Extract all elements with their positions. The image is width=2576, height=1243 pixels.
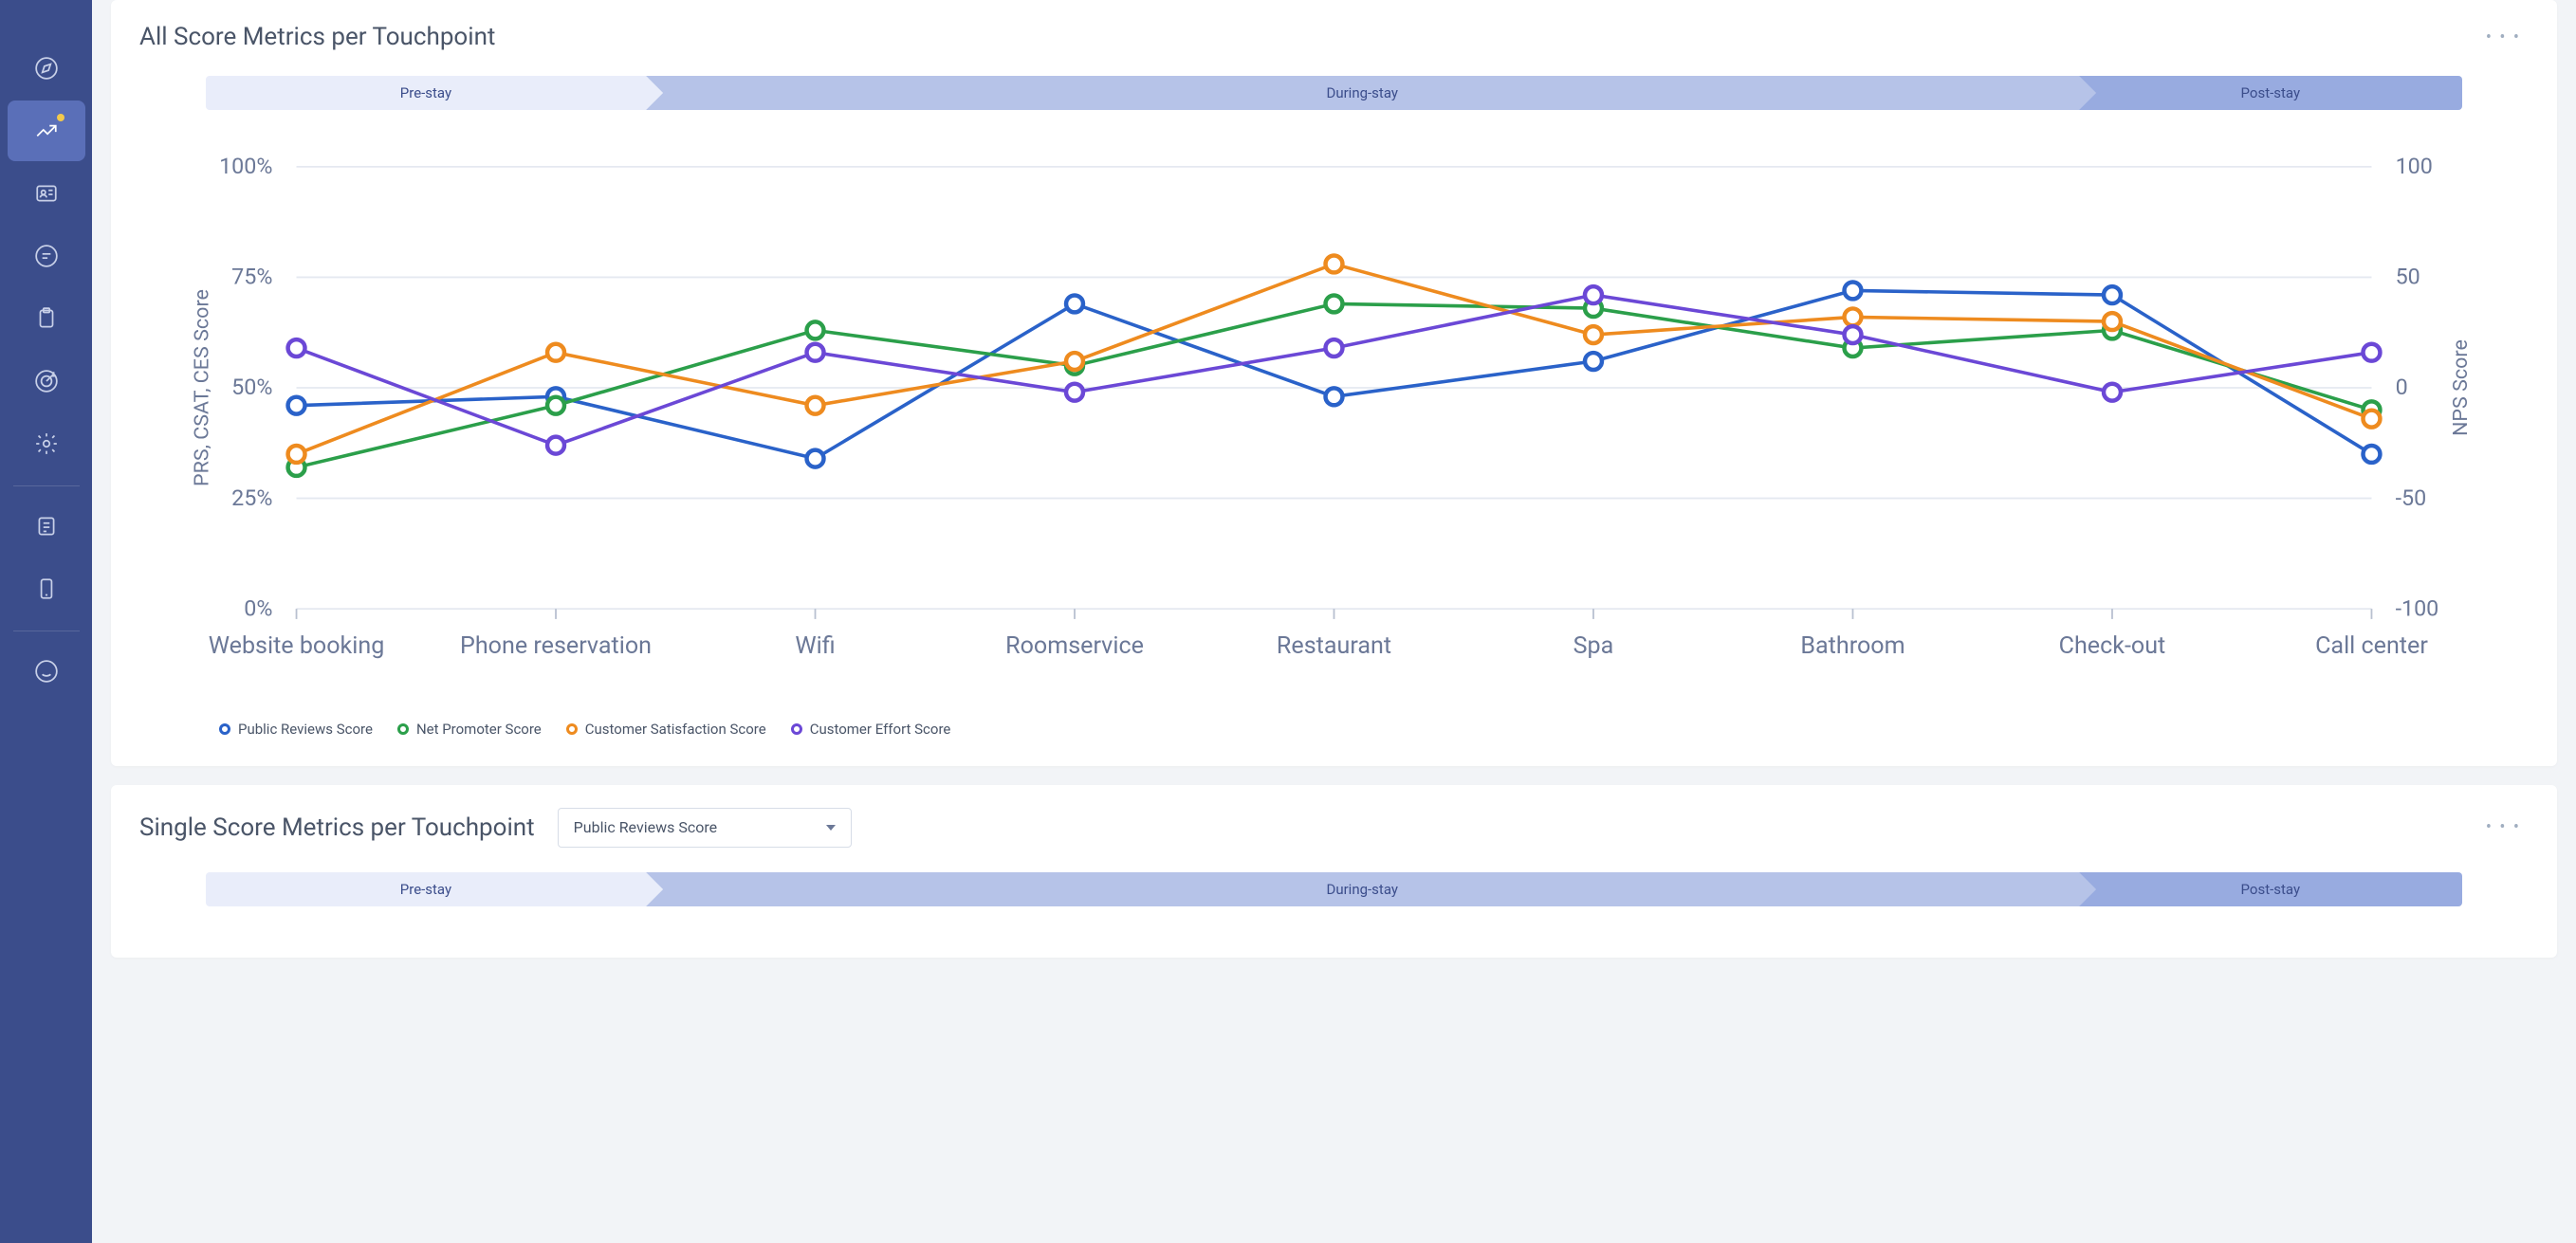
panel-more-btn[interactable]: • • • bbox=[2478, 813, 2529, 841]
svg-text:0%: 0% bbox=[244, 594, 272, 621]
svg-text:50: 50 bbox=[2396, 264, 2420, 290]
legend-marker bbox=[566, 723, 578, 735]
journey-pre-stay[interactable]: Pre-stay bbox=[206, 76, 646, 110]
nav-notes[interactable] bbox=[8, 496, 85, 557]
journey-label: During-stay bbox=[1326, 84, 1398, 101]
main-content: All Score Metrics per Touchpoint • • • P… bbox=[92, 0, 2576, 1243]
svg-text:Restaurant: Restaurant bbox=[1277, 632, 1391, 660]
chevron-down-icon bbox=[826, 825, 836, 831]
legend-item[interactable]: Public Reviews Score bbox=[219, 721, 373, 738]
id-card-icon bbox=[34, 181, 59, 206]
notes-icon bbox=[34, 514, 59, 539]
analytics-icon bbox=[34, 119, 59, 143]
svg-text:0: 0 bbox=[2396, 374, 2408, 400]
svg-text:Bathroom: Bathroom bbox=[1800, 632, 1904, 660]
svg-text:Wifi: Wifi bbox=[795, 632, 835, 660]
svg-text:Spa: Spa bbox=[1573, 632, 1614, 660]
nav-feedback[interactable] bbox=[8, 226, 85, 286]
journey-label: During-stay bbox=[1326, 881, 1398, 898]
nav-mobile[interactable] bbox=[8, 558, 85, 619]
legend-item[interactable]: Customer Satisfaction Score bbox=[566, 721, 766, 738]
panel-header: Single Score Metrics per Touchpoint Publ… bbox=[139, 808, 2529, 848]
legend-label: Customer Satisfaction Score bbox=[585, 721, 766, 738]
svg-text:25%: 25% bbox=[231, 484, 272, 511]
journey-during-stay[interactable]: During-stay bbox=[646, 872, 2079, 906]
nav-explore[interactable] bbox=[8, 38, 85, 99]
nav-goals[interactable] bbox=[8, 351, 85, 411]
panel-title: Single Score Metrics per Touchpoint bbox=[139, 813, 535, 842]
compass-icon bbox=[34, 56, 59, 81]
legend-label: Net Promoter Score bbox=[416, 721, 542, 738]
journey-label: Post-stay bbox=[2241, 881, 2301, 898]
panel-header: All Score Metrics per Touchpoint • • • bbox=[139, 23, 2529, 51]
journey-stages: Pre-stay During-stay Post-stay bbox=[206, 872, 2462, 906]
nav-settings[interactable] bbox=[8, 413, 85, 474]
legend-label: Customer Effort Score bbox=[810, 721, 951, 738]
journey-post-stay[interactable]: Post-stay bbox=[2079, 872, 2462, 906]
notify-dot bbox=[57, 114, 64, 121]
svg-text:Call center: Call center bbox=[2315, 632, 2428, 660]
svg-text:PRS, CSAT, CES Score: PRS, CSAT, CES Score bbox=[190, 289, 213, 486]
clipboard-icon bbox=[34, 306, 59, 331]
journey-post-stay[interactable]: Post-stay bbox=[2079, 76, 2462, 110]
journey-pre-stay[interactable]: Pre-stay bbox=[206, 872, 646, 906]
legend-marker bbox=[397, 723, 409, 735]
nav-analytics[interactable] bbox=[8, 101, 85, 161]
chart-legend: Public Reviews Score Net Promoter Score Cu… bbox=[139, 721, 2529, 738]
journey-stages: Pre-stay During-stay Post-stay bbox=[206, 76, 2462, 110]
legend-item[interactable]: Net Promoter Score bbox=[397, 721, 542, 738]
svg-text:Phone reservation: Phone reservation bbox=[460, 632, 652, 660]
svg-text:-50: -50 bbox=[2396, 484, 2427, 511]
journey-label: Post-stay bbox=[2241, 84, 2301, 101]
journey-during-stay[interactable]: During-stay bbox=[646, 76, 2079, 110]
panel-title: All Score Metrics per Touchpoint bbox=[139, 23, 495, 51]
nav-contacts[interactable] bbox=[8, 163, 85, 224]
svg-text:Check-out: Check-out bbox=[2059, 632, 2166, 660]
journey-label: Pre-stay bbox=[400, 881, 451, 898]
nav-divider bbox=[13, 485, 80, 486]
face-icon bbox=[34, 659, 59, 684]
line-chart: 0% 25% 50% 75% 100% -100 -50 0 50 100 Website book… bbox=[177, 133, 2491, 711]
panel-single-score: Single Score Metrics per Touchpoint Publ… bbox=[111, 785, 2557, 958]
legend-label: Public Reviews Score bbox=[238, 721, 373, 738]
nav-surveys[interactable] bbox=[8, 288, 85, 349]
svg-text:-100: -100 bbox=[2396, 594, 2439, 621]
mobile-icon bbox=[34, 576, 59, 601]
chart-container: 0% 25% 50% 75% 100% -100 -50 0 50 100 Website book… bbox=[139, 133, 2529, 711]
svg-text:NPS Score: NPS Score bbox=[2449, 339, 2473, 436]
chat-icon bbox=[34, 244, 59, 268]
gear-icon bbox=[34, 431, 59, 456]
panel-all-score: All Score Metrics per Touchpoint • • • P… bbox=[111, 0, 2557, 766]
nav-profile[interactable] bbox=[8, 641, 85, 702]
svg-text:Roomservice: Roomservice bbox=[1005, 632, 1144, 660]
svg-text:100%: 100% bbox=[219, 153, 272, 179]
sidebar-nav bbox=[0, 0, 92, 1243]
target-icon bbox=[34, 369, 59, 393]
dropdown-selected: Public Reviews Score bbox=[574, 818, 717, 836]
svg-text:50%: 50% bbox=[231, 374, 272, 400]
svg-text:100: 100 bbox=[2396, 153, 2433, 179]
legend-item[interactable]: Customer Effort Score bbox=[791, 721, 951, 738]
legend-marker bbox=[219, 723, 230, 735]
svg-text:Website booking: Website booking bbox=[209, 632, 385, 660]
svg-text:75%: 75% bbox=[231, 264, 272, 290]
panel-more-btn[interactable]: • • • bbox=[2478, 24, 2529, 51]
legend-marker bbox=[791, 723, 802, 735]
journey-label: Pre-stay bbox=[400, 84, 451, 101]
metric-dropdown[interactable]: Public Reviews Score bbox=[558, 808, 852, 848]
